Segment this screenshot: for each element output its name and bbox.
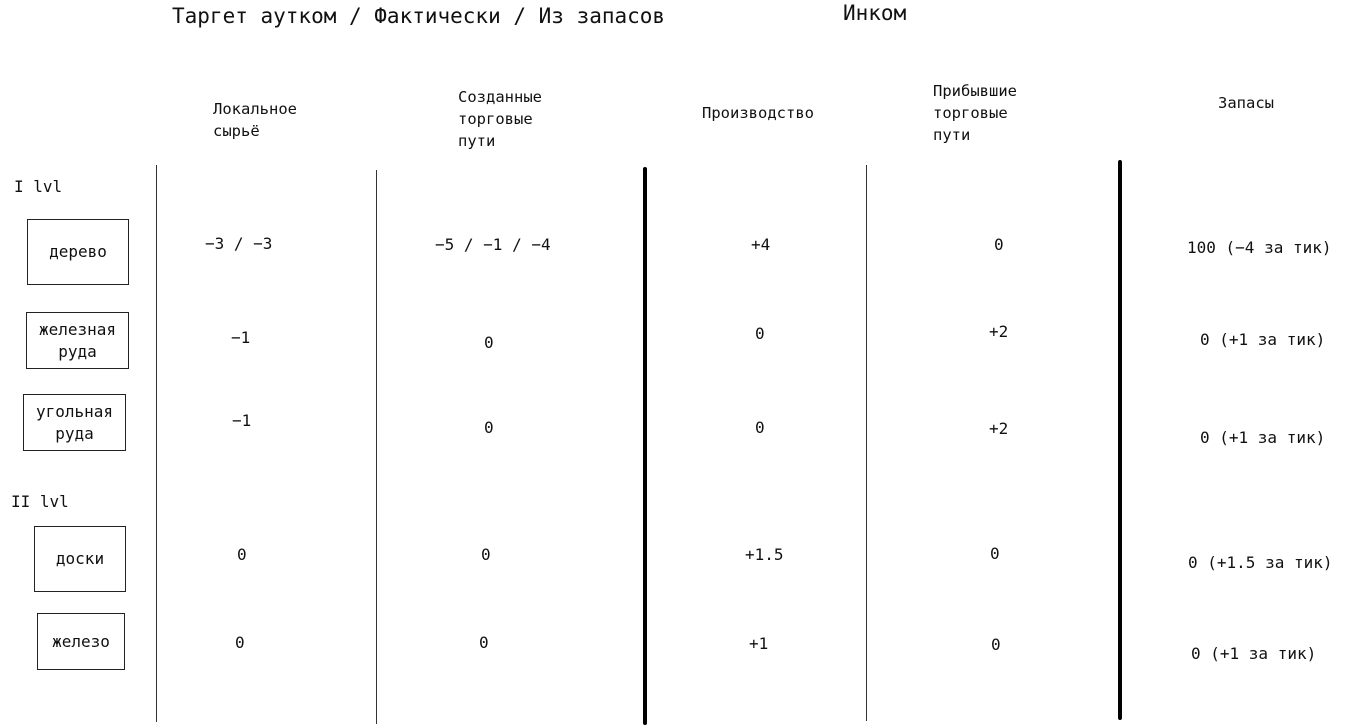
header-stock: Запасы	[1218, 94, 1274, 112]
resource-box-planks: доски	[34, 526, 126, 592]
cell-stock: 0 (+1 за тик)	[1191, 644, 1317, 663]
cell-local: 0	[235, 633, 245, 652]
level-label-2: II lvl	[11, 492, 69, 511]
column-divider	[376, 170, 377, 724]
cell-arrived: 0	[990, 544, 1000, 563]
nation-label: Инком	[843, 1, 907, 25]
cell-stock: 100 (−4 за тик)	[1187, 238, 1332, 257]
cell-stock: 0 (+1 за тик)	[1200, 428, 1326, 447]
resource-box-iron-ore: железная руда	[26, 312, 129, 369]
cell-stock: 0 (+1.5 за тик)	[1188, 553, 1333, 572]
diagram-title: Таргет аутком / Фактически / Из запасов	[172, 4, 666, 28]
cell-production: 0	[755, 418, 765, 437]
header-created-trade-routes: Созданные торговые пути	[458, 88, 542, 150]
cell-created: 0	[481, 545, 491, 564]
cell-production: +1.5	[745, 545, 784, 564]
cell-stock: 0 (+1 за тик)	[1200, 330, 1326, 349]
cell-production: 0	[755, 324, 765, 343]
header-arrived-trade-routes: Прибывшие торговые пути	[933, 82, 1017, 144]
resource-box-wood: дерево	[27, 219, 129, 285]
column-divider	[156, 165, 157, 722]
cell-local: −1	[232, 411, 252, 430]
cell-local: 0	[237, 545, 247, 564]
level-label-1: I lvl	[14, 177, 63, 196]
cell-created: 0	[484, 333, 494, 352]
header-local-resources: Локальное сырьё	[213, 100, 297, 140]
section-divider	[643, 167, 647, 725]
cell-arrived: 0	[994, 235, 1004, 254]
cell-local: −3 / −3	[205, 234, 273, 253]
cell-production: +1	[749, 634, 769, 653]
cell-created: 0	[484, 418, 494, 437]
cell-arrived: +2	[989, 419, 1009, 438]
cell-production: +4	[751, 235, 771, 254]
column-divider	[866, 165, 867, 721]
cell-created: −5 / −1 / −4	[435, 235, 551, 254]
header-production: Производство	[702, 104, 814, 122]
cell-arrived: 0	[991, 635, 1001, 654]
resource-box-iron: железо	[37, 613, 125, 670]
cell-local: −1	[231, 328, 251, 347]
resource-box-coal-ore: угольная руда	[23, 394, 126, 451]
cell-arrived: +2	[989, 322, 1009, 341]
section-divider	[1118, 160, 1122, 720]
cell-created: 0	[479, 633, 489, 652]
